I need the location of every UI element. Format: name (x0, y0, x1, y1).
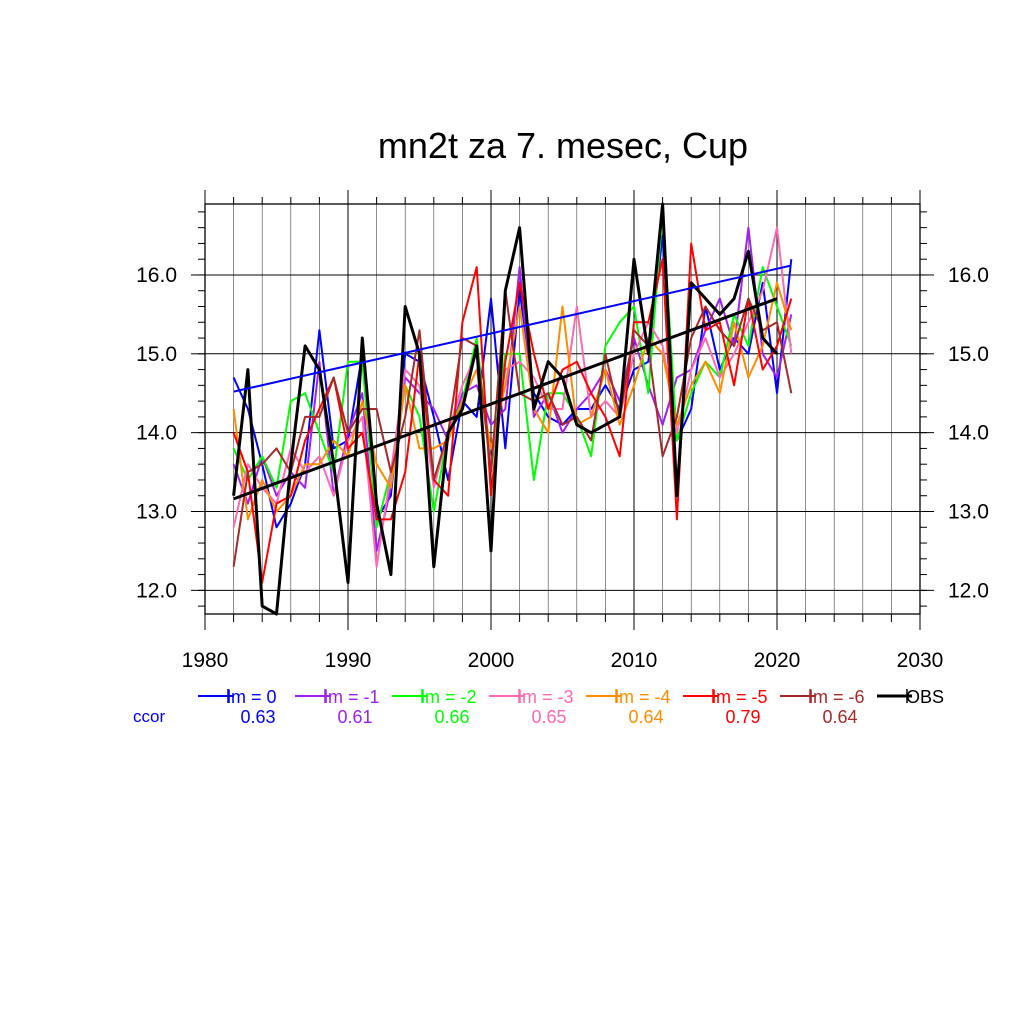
grid (205, 204, 920, 614)
series-line-obs (232, 202, 779, 616)
legend-ccor-value: 0.64 (628, 707, 663, 727)
y-tick-label-left: 12.0 (136, 579, 177, 602)
legend-entry: lm = -10.61 (295, 687, 380, 727)
y-tick-label-right: 15.0 (948, 343, 989, 366)
legend-entry: OBS (877, 687, 944, 707)
x-tick-label: 2020 (754, 649, 801, 672)
legend-entry: lm = -30.65 (489, 687, 574, 727)
x-tick-label: 2010 (611, 649, 658, 672)
series-line-lm-3 (232, 226, 793, 568)
y-tick-label-left: 13.0 (136, 501, 177, 524)
legend-label: lm = 0 (227, 687, 277, 707)
legend-label: lm = -3 (518, 687, 574, 707)
x-tick-label: 2000 (468, 649, 515, 672)
y-tick-label-right: 14.0 (948, 422, 989, 445)
legend-label: lm = -2 (421, 687, 477, 707)
series-line-lm-6 (232, 289, 793, 567)
ccor-label: ccor (133, 707, 165, 726)
x-tick-label: 1980 (182, 649, 229, 672)
legend-entry: lm = -60.64 (780, 687, 865, 727)
y-tick-label-left: 15.0 (136, 343, 177, 366)
y-tick-label-right: 16.0 (948, 264, 989, 287)
legend-label: lm = -6 (809, 687, 865, 707)
y-tick-label-left: 14.0 (136, 422, 177, 445)
legend-entry: lm = 00.63 (198, 687, 277, 727)
trend-line-lm-0 (233, 264, 792, 393)
legend-ccor-value: 0.61 (337, 707, 372, 727)
legend-entry: lm = -20.66 (392, 687, 477, 727)
y-tick-label-right: 13.0 (948, 501, 989, 524)
trend-layer (233, 264, 792, 501)
legend-ccor-value: 0.66 (434, 707, 469, 727)
plot-frame (204, 203, 921, 615)
chart-title: mn2t za 7. mesec, Cup (378, 125, 748, 166)
legend-label: lm = -1 (324, 687, 380, 707)
legend-ccor-value: 0.63 (240, 707, 275, 727)
x-tick-label: 2030 (897, 649, 944, 672)
series-line-lm-0 (232, 234, 793, 529)
y-tick-label-left: 16.0 (136, 264, 177, 287)
legend-label: OBS (906, 687, 944, 707)
legend-ccor-value: 0.65 (531, 707, 566, 727)
y-tick-label-right: 12.0 (948, 579, 989, 602)
plot-area-border (204, 203, 921, 615)
x-tick-label: 1990 (325, 649, 372, 672)
trend-line-obs (233, 297, 778, 501)
legend-label: lm = -5 (712, 687, 768, 707)
legend-ccor-value: 0.79 (725, 707, 760, 727)
legend-entry: lm = -40.64 (586, 687, 671, 727)
legend-ccor-value: 0.64 (822, 707, 857, 727)
legend-entry: lm = -50.79 (683, 687, 768, 727)
ticks: 1980 1990 2000 2010 2020 2030 12.0 12.0 13.0 13.0… (136, 190, 989, 672)
legend-label: lm = -4 (615, 687, 671, 707)
